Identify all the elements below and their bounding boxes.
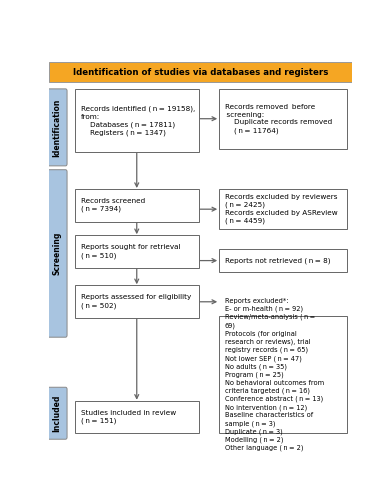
Text: Identification: Identification (53, 98, 62, 156)
Text: Records identified ( n = 19158),
from:
    Databases ( n = 17811)
    Registers : Records identified ( n = 19158), from: D… (81, 106, 195, 136)
FancyBboxPatch shape (47, 170, 67, 337)
Text: Identification of studies via databases and registers: Identification of studies via databases … (73, 68, 328, 77)
FancyBboxPatch shape (47, 89, 67, 166)
FancyBboxPatch shape (219, 189, 347, 230)
Text: Reports excluded*:
E- or m-health ( n = 92)
Review/meta-analysis ( n =
69)
Proto: Reports excluded*: E- or m-health ( n = … (224, 298, 324, 452)
Text: Reports not retrieved ( n = 8): Reports not retrieved ( n = 8) (224, 258, 330, 264)
FancyBboxPatch shape (75, 235, 199, 268)
FancyBboxPatch shape (219, 89, 347, 148)
FancyBboxPatch shape (47, 387, 67, 439)
FancyBboxPatch shape (75, 189, 199, 222)
Text: Records screened
( n = 7394): Records screened ( n = 7394) (81, 198, 145, 212)
Text: Records excluded by reviewers
( n = 2425)
Records excluded by ASReview
( n = 445: Records excluded by reviewers ( n = 2425… (224, 194, 337, 224)
FancyBboxPatch shape (75, 89, 199, 152)
FancyBboxPatch shape (49, 62, 352, 82)
Text: Records removed  before
 screening:
    Duplicate records removed
    ( n = 1176: Records removed before screening: Duplic… (224, 104, 332, 134)
Text: Reports assessed for eligibility
( n = 502): Reports assessed for eligibility ( n = 5… (81, 294, 191, 308)
FancyBboxPatch shape (219, 316, 347, 434)
FancyBboxPatch shape (75, 400, 199, 434)
FancyBboxPatch shape (75, 285, 199, 318)
FancyBboxPatch shape (219, 250, 347, 272)
Text: Included: Included (53, 394, 62, 432)
Text: Screening: Screening (53, 232, 62, 275)
Text: Reports sought for retrieval
( n = 510): Reports sought for retrieval ( n = 510) (81, 244, 180, 258)
Text: Studies included in review
( n = 151): Studies included in review ( n = 151) (81, 410, 176, 424)
